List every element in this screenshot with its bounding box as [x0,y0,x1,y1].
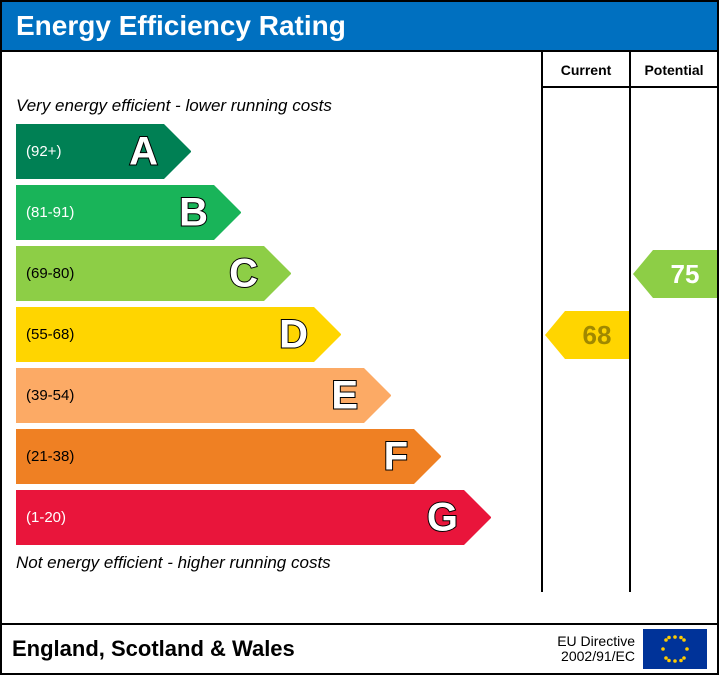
band-letter-a: A [129,129,158,174]
band-letter-b: B [179,190,208,235]
eu-flag-icon [643,629,707,669]
footer: England, Scotland & Wales EU Directive 2… [2,623,717,673]
current-value: 68 [583,320,612,351]
band-bar-c: (69-80) C [16,246,264,301]
band-bar-a: (92+) A [16,124,164,179]
bars-area: Very energy efficient - lower running co… [2,88,541,592]
band-letter-d: D [279,312,308,357]
band-range-e: (39-54) [16,387,74,404]
band-row-a: (92+) A [16,124,541,179]
band-range-g: (1-20) [16,509,66,526]
band-bar-e: (39-54) E [16,368,364,423]
band-row-e: (39-54) E [16,368,541,423]
potential-pointer: 75 [653,250,717,298]
chart-body: Very energy efficient - lower running co… [2,52,717,592]
band-range-b: (81-91) [16,204,74,221]
band-bar-f: (21-38) F [16,429,414,484]
top-note: Very energy efficient - lower running co… [16,96,541,116]
band-letter-g: G [427,495,458,540]
band-bar-d: (55-68) D [16,307,314,362]
bottom-note: Not energy efficient - higher running co… [16,553,541,573]
title-bar: Energy Efficiency Rating [2,2,717,52]
band-row-c: (69-80) C [16,246,541,301]
band-range-a: (92+) [16,143,61,160]
current-pointer: 68 [565,311,629,359]
band-range-f: (21-38) [16,448,74,465]
column-potential: Potential 75 [629,52,717,592]
directive-line1: EU Directive [557,634,635,649]
band-letter-e: E [331,373,358,418]
column-current: Current 68 [541,52,629,592]
epc-chart: Energy Efficiency Rating Very energy eff… [0,0,719,675]
directive-line2: 2002/91/EC [557,649,635,664]
band-bar-b: (81-91) B [16,185,214,240]
band-range-c: (69-80) [16,265,74,282]
column-current-header: Current [543,52,629,88]
band-row-f: (21-38) F [16,429,541,484]
band-letter-f: F [384,434,408,479]
band-row-b: (81-91) B [16,185,541,240]
column-potential-header: Potential [631,52,717,88]
region-text: England, Scotland & Wales [12,636,557,662]
band-row-g: (1-20) G [16,490,541,545]
band-row-d: (55-68) D [16,307,541,362]
title-text: Energy Efficiency Rating [16,10,346,41]
eu-directive: EU Directive 2002/91/EC [557,634,635,665]
band-bar-g: (1-20) G [16,490,464,545]
potential-value: 75 [671,259,700,290]
band-letter-c: C [229,251,258,296]
band-range-d: (55-68) [16,326,74,343]
bars-host: (92+) A (81-91) B (69-80) C (55-68) D (39-54) E (2… [16,124,541,545]
